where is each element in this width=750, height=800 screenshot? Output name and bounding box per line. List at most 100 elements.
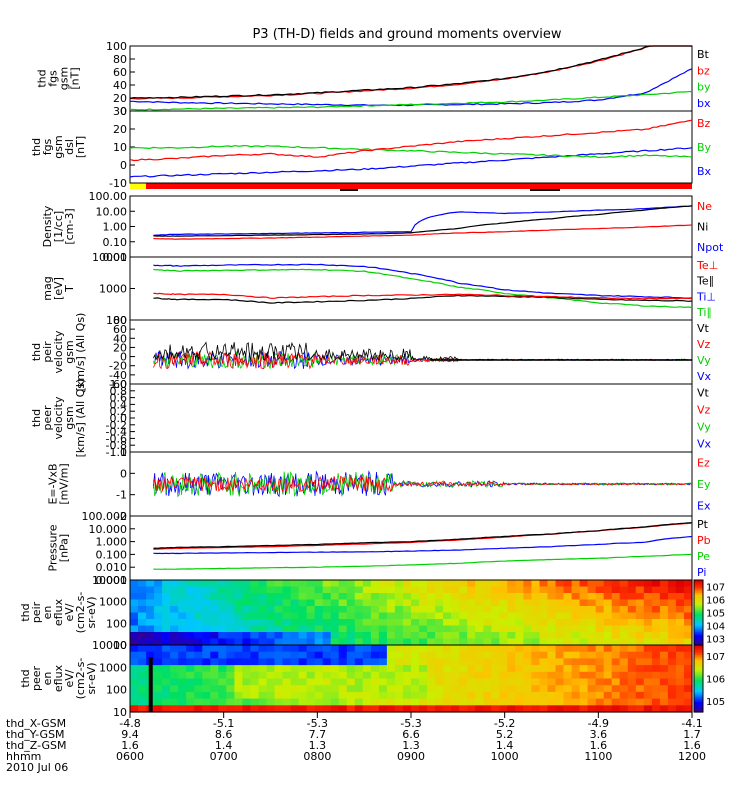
heatmap-cell xyxy=(611,638,621,646)
heatmap-cell xyxy=(419,593,428,601)
colorbar-segment xyxy=(694,702,703,705)
heatmap-cell xyxy=(290,612,300,620)
heatmap-cell xyxy=(290,665,300,673)
heatmap-cell xyxy=(587,593,597,601)
heatmap-cell xyxy=(162,599,171,607)
heatmap-cell xyxy=(403,671,412,680)
heatmap-cell xyxy=(234,678,243,686)
heatmap-cell xyxy=(459,606,468,614)
heatmap-cell xyxy=(659,691,669,700)
heatmap-cell xyxy=(130,638,139,646)
colorbar-segment xyxy=(694,686,703,690)
heatmap-cell xyxy=(242,651,251,659)
heatmap-cell xyxy=(370,606,380,614)
heatmap-cell xyxy=(282,625,292,633)
heatmap-cell xyxy=(507,705,516,713)
heatmap-cell xyxy=(595,612,605,620)
heatmap-cell xyxy=(298,651,308,659)
heatmap-cell xyxy=(627,665,637,673)
heatmap-cell xyxy=(154,638,163,646)
heatmap-cell xyxy=(443,619,452,627)
heatmap-cell xyxy=(394,632,404,640)
heatmap-cell xyxy=(290,678,300,686)
heatmap-cell xyxy=(675,651,685,659)
heatmap-cell xyxy=(523,658,532,666)
heatmap-cell xyxy=(491,691,500,700)
heatmap-cell xyxy=(178,606,187,614)
heatmap-cell xyxy=(250,651,259,659)
heatmap-cell xyxy=(547,698,557,706)
x-row-value: 1.6 xyxy=(590,739,608,752)
y-axis-label: thdpeervelocitygsm[km/s] (All Qs) xyxy=(30,379,87,458)
heatmap-cell xyxy=(627,593,637,601)
heatmap-cell xyxy=(435,638,444,646)
heatmap-cell xyxy=(499,606,508,614)
heatmap-cell xyxy=(258,612,268,620)
heatmap-cell xyxy=(250,619,259,627)
heatmap-cell xyxy=(451,665,460,673)
heatmap-cell xyxy=(162,665,171,673)
heatmap-cell xyxy=(411,698,420,706)
heatmap-cell xyxy=(170,665,179,673)
heatmap-cell xyxy=(627,612,637,620)
heatmap-cell xyxy=(435,671,444,680)
heatmap-cell xyxy=(515,685,524,693)
heatmap-cell xyxy=(515,698,524,706)
heatmap-cell xyxy=(651,645,661,653)
heatmap-cell xyxy=(587,671,597,680)
colorbar-segment xyxy=(694,607,703,610)
heatmap-cell xyxy=(499,705,508,713)
heatmap-cell xyxy=(627,599,637,607)
y-tick-label: 0.010 xyxy=(96,561,128,574)
heatmap-cell xyxy=(515,632,524,640)
heatmap-cell xyxy=(298,612,308,620)
colorbar-segment xyxy=(694,614,703,617)
panel-9: 10000100010010thdpeirenefluxeV/(cm2-s-sr… xyxy=(19,574,725,652)
heatmap-cell xyxy=(322,665,332,673)
legend-label: by xyxy=(697,81,711,94)
heatmap-cell xyxy=(491,580,500,588)
heatmap-cell xyxy=(306,619,316,627)
heatmap-cell xyxy=(266,658,276,666)
x-row-value: 7.7 xyxy=(309,728,327,741)
heatmap-cell xyxy=(555,632,565,640)
heatmap-cell xyxy=(571,619,581,627)
heatmap-cell xyxy=(675,638,685,646)
heatmap-cell xyxy=(258,619,268,627)
heatmap-cell xyxy=(330,612,340,620)
heatmap-cell xyxy=(130,671,139,680)
heatmap-cell xyxy=(154,658,163,666)
heatmap-cell xyxy=(282,651,292,659)
heatmap-cell xyxy=(643,612,653,620)
heatmap-cell xyxy=(394,619,404,627)
heatmap-cell xyxy=(427,625,436,633)
heatmap-cell xyxy=(242,671,251,680)
heatmap-cell xyxy=(162,685,171,693)
heatmap-cell xyxy=(306,685,316,693)
heatmap-cell xyxy=(146,625,155,633)
heatmap-cell xyxy=(306,665,316,673)
heatmap-cell xyxy=(274,645,284,653)
heatmap-cell xyxy=(579,651,589,659)
heatmap-cell xyxy=(242,691,251,700)
heatmap-cell xyxy=(667,593,677,601)
heatmap-cell xyxy=(202,678,211,686)
heatmap-cell xyxy=(435,619,444,627)
heatmap-cell xyxy=(499,678,508,686)
heatmap-cell xyxy=(346,685,356,693)
heatmap-cell xyxy=(435,580,444,588)
heatmap-cell xyxy=(386,705,396,713)
heatmap-cell xyxy=(539,671,549,680)
heatmap-cell xyxy=(162,658,171,666)
heatmap-cell xyxy=(475,691,484,700)
heatmap-cell xyxy=(202,645,211,653)
heatmap-cell xyxy=(563,645,573,653)
legend-label: Bx xyxy=(697,165,712,178)
heatmap-cell xyxy=(154,685,163,693)
heatmap-cell xyxy=(611,606,621,614)
heatmap-cell xyxy=(346,645,356,653)
heatmap-cell xyxy=(186,619,195,627)
heatmap-cell xyxy=(266,651,276,659)
heatmap-cell xyxy=(322,612,332,620)
heatmap-cell xyxy=(507,586,516,594)
